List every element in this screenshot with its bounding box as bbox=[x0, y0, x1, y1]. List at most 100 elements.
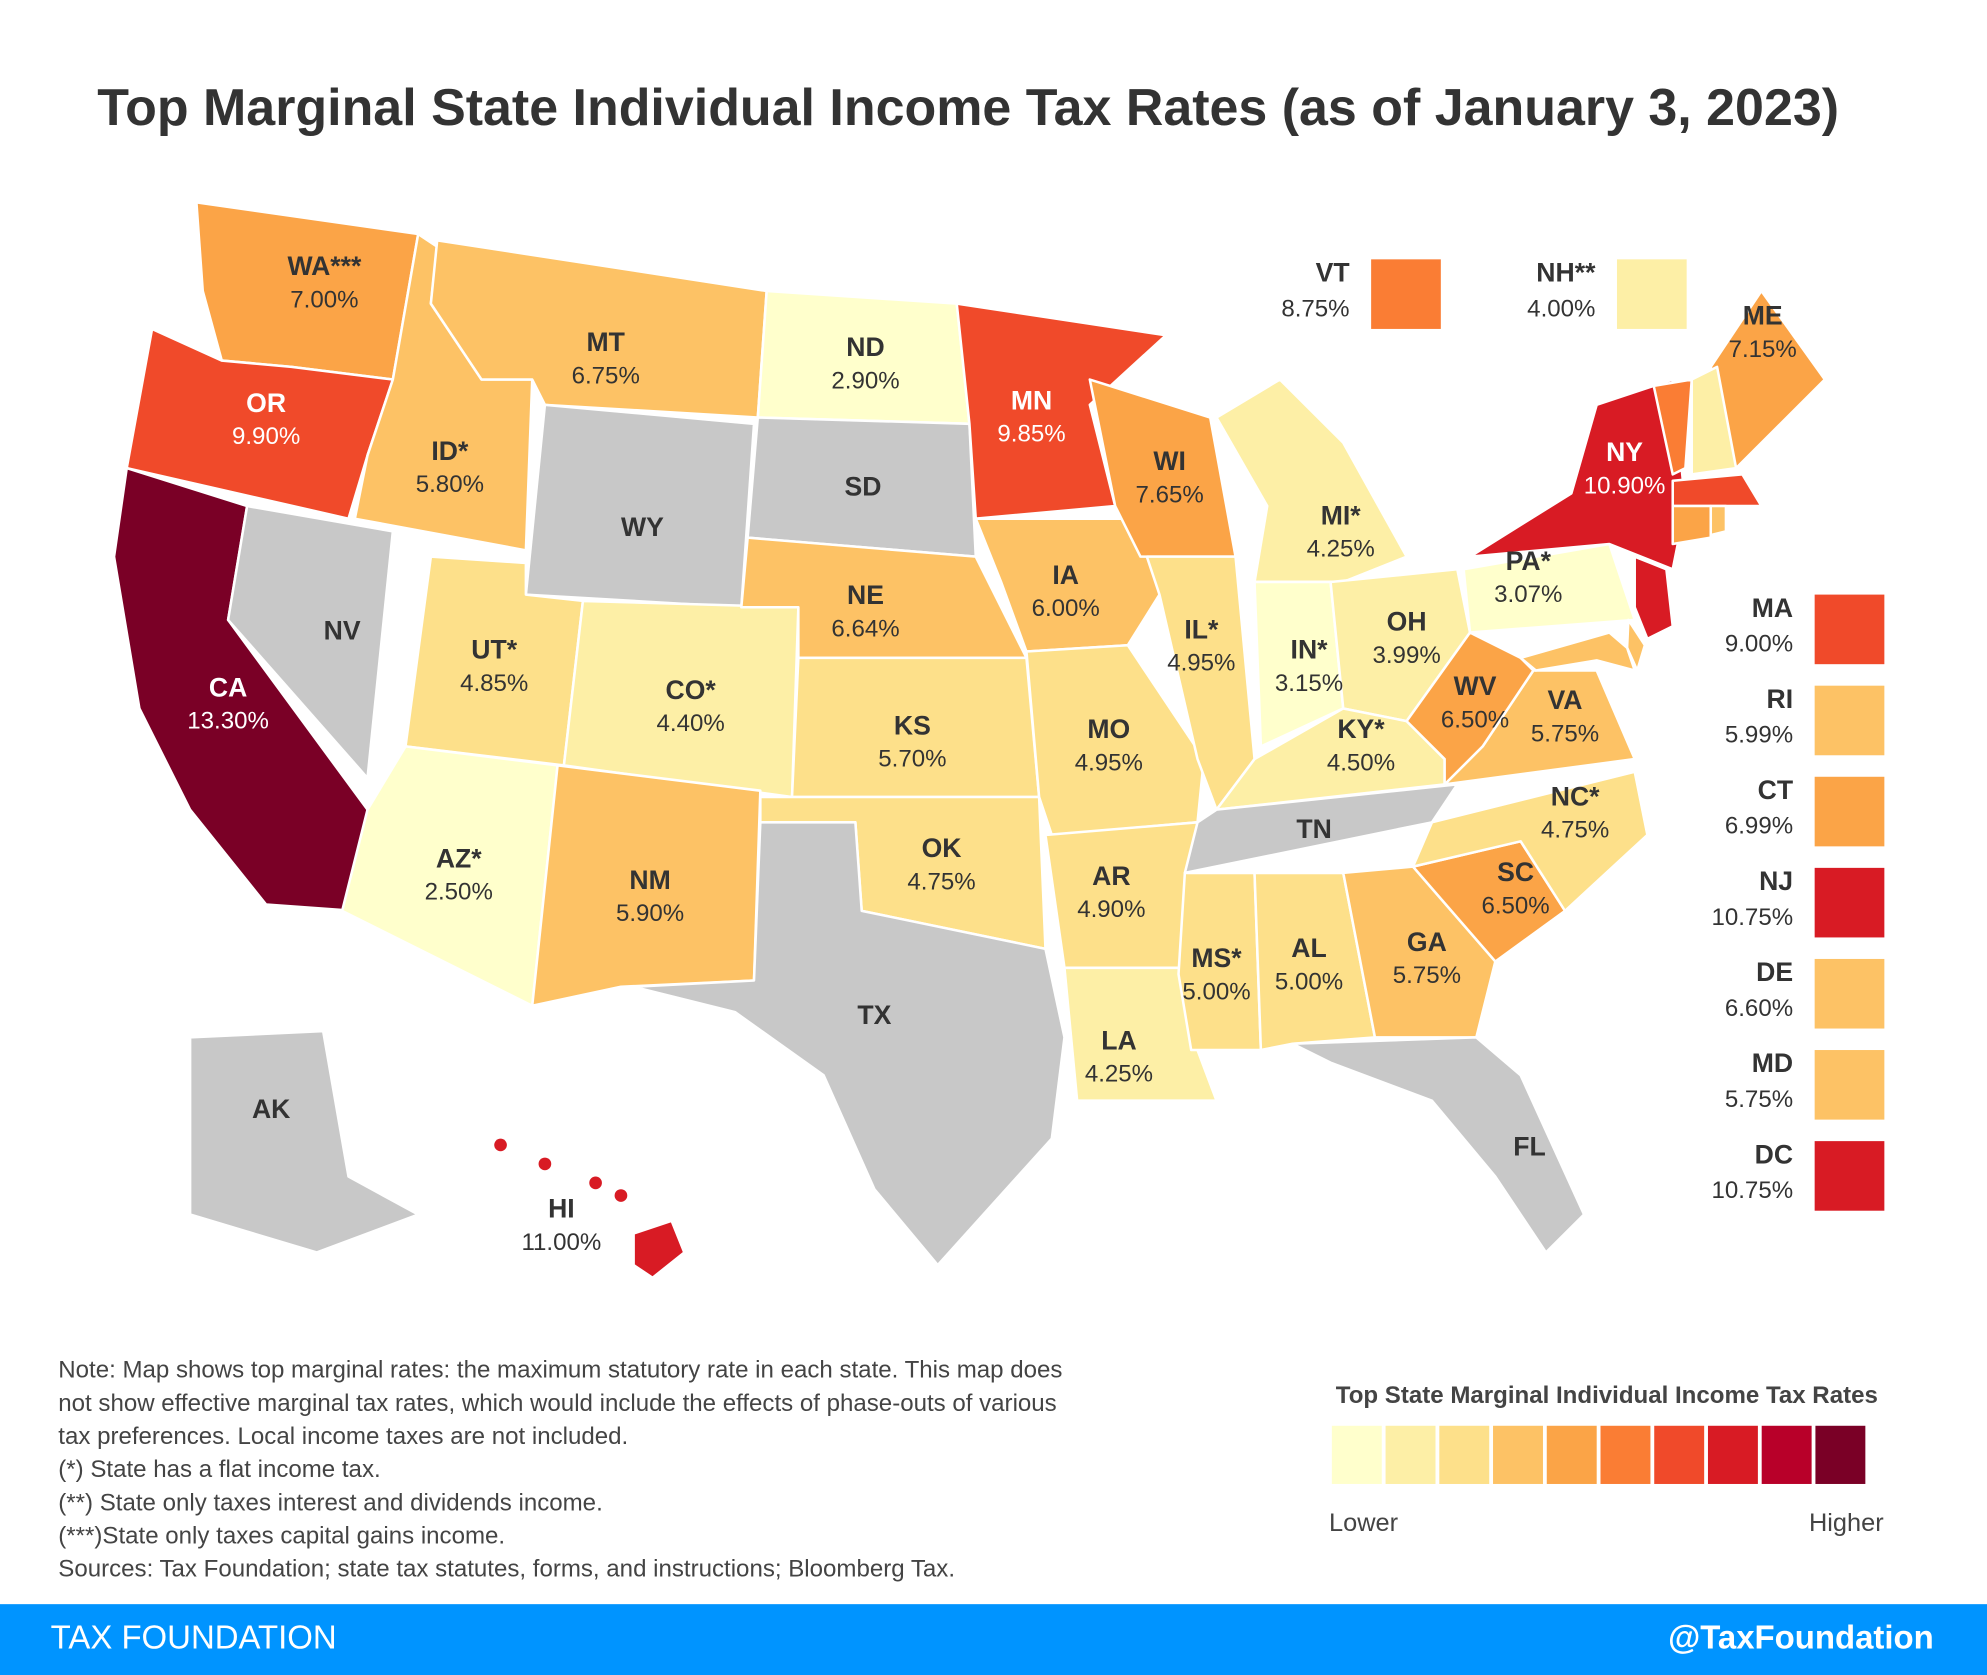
state-rate: 4.95% bbox=[1075, 749, 1143, 776]
state-rate: 5.00% bbox=[1275, 968, 1343, 995]
state-rate: 4.95% bbox=[1167, 650, 1235, 677]
state-label: TN bbox=[1296, 814, 1331, 844]
state-shape bbox=[632, 1219, 686, 1280]
callouts: VT 8.75% NH** 4.00% MA 9.00% RI 5.99% CT 6.99% NJ 1… bbox=[1281, 258, 1885, 1211]
state-label: MN bbox=[1011, 385, 1052, 415]
state-label: KS bbox=[894, 710, 931, 740]
state-shape bbox=[1633, 555, 1674, 641]
state-shape bbox=[1063, 966, 1218, 1102]
callout-label: CT bbox=[1758, 775, 1793, 805]
callout-swatch bbox=[1814, 594, 1885, 665]
state-rate: 5.75% bbox=[1393, 962, 1461, 989]
footer-bar bbox=[0, 1604, 1987, 1675]
state-label: TX bbox=[857, 1000, 891, 1030]
state-shape bbox=[188, 1029, 420, 1254]
map-labels: WA*** 7.00% OR 9.90% CA 13.30% NV ID* 5.80% MT 6.7… bbox=[187, 251, 1797, 1256]
state-rate: 10.90% bbox=[1584, 472, 1666, 499]
state-label: WY bbox=[621, 512, 664, 542]
legend-swatch bbox=[1815, 1425, 1866, 1484]
island bbox=[494, 1138, 507, 1152]
callout-swatch bbox=[1371, 259, 1441, 329]
note-line: (**) State only taxes interest and divid… bbox=[58, 1489, 602, 1516]
callout-rate: 6.99% bbox=[1725, 813, 1793, 840]
callout-label: RI bbox=[1766, 684, 1793, 714]
callout-rate: 9.00% bbox=[1725, 631, 1793, 658]
callout-label: MD bbox=[1752, 1048, 1793, 1078]
footer-handle: @TaxFoundation bbox=[1668, 1618, 1934, 1655]
callout-rate: 10.75% bbox=[1711, 1177, 1793, 1204]
state-label: KY* bbox=[1337, 714, 1385, 744]
state-label: MI* bbox=[1321, 500, 1362, 530]
state-rate: 3.99% bbox=[1372, 642, 1440, 669]
state-label: AL bbox=[1291, 933, 1326, 963]
state-label: VA bbox=[1548, 685, 1583, 715]
state-rate: 2.50% bbox=[425, 879, 493, 906]
legend-swatch bbox=[1654, 1425, 1705, 1484]
state-label: SC bbox=[1497, 857, 1534, 887]
legend-swatch bbox=[1385, 1425, 1436, 1484]
state-label: SD bbox=[845, 471, 882, 501]
state-label: FL bbox=[1513, 1132, 1546, 1162]
callout-rate: 8.75% bbox=[1281, 295, 1349, 322]
state-shape bbox=[1405, 631, 1535, 786]
note-line: (*) State has a flat income tax. bbox=[58, 1456, 380, 1483]
state-label: NM bbox=[629, 865, 670, 895]
callout-label: DC bbox=[1755, 1139, 1793, 1169]
state-label: HI bbox=[548, 1194, 575, 1224]
state-label: MS* bbox=[1191, 943, 1242, 973]
state-label: AK bbox=[252, 1094, 290, 1124]
state-rate: 4.25% bbox=[1307, 536, 1375, 563]
state-label: WA*** bbox=[287, 251, 362, 281]
legend-high: Higher bbox=[1809, 1509, 1884, 1537]
state-label: NE bbox=[847, 580, 884, 610]
state-rate: 2.90% bbox=[831, 367, 899, 394]
title: Top Marginal State Individual Income Tax… bbox=[97, 79, 1839, 137]
state-shape bbox=[1177, 871, 1263, 1052]
state-rate: 4.90% bbox=[1077, 896, 1145, 923]
state-label: CA bbox=[209, 673, 247, 703]
state-rate: 5.90% bbox=[616, 900, 684, 927]
state-rate: 4.75% bbox=[907, 868, 975, 895]
note-line: Sources: Tax Foundation; state tax statu… bbox=[58, 1556, 955, 1583]
state-shape bbox=[1183, 783, 1459, 875]
state-shape bbox=[1671, 473, 1763, 508]
callout-swatch bbox=[1814, 867, 1885, 938]
state-rate: 4.25% bbox=[1085, 1061, 1153, 1088]
state-rate: 6.50% bbox=[1441, 706, 1509, 733]
state-shape bbox=[1652, 378, 1694, 476]
state-rate: 5.80% bbox=[416, 471, 484, 498]
state-shape bbox=[1411, 770, 1649, 913]
callout-label: NJ bbox=[1759, 866, 1793, 896]
state-label: PA* bbox=[1506, 546, 1552, 576]
island bbox=[538, 1157, 552, 1171]
state-label: MT bbox=[587, 327, 625, 357]
state-rate: 7.00% bbox=[290, 286, 358, 313]
state-rate: 4.85% bbox=[460, 670, 528, 697]
legend-swatch bbox=[1600, 1425, 1651, 1484]
state-rate: 4.75% bbox=[1541, 817, 1609, 844]
state-label: LA bbox=[1101, 1025, 1136, 1055]
state-label: IL* bbox=[1184, 614, 1219, 644]
state-label: GA bbox=[1407, 927, 1447, 957]
callout-swatch bbox=[1814, 685, 1885, 756]
state-shape bbox=[1671, 504, 1713, 546]
callout-rate: 10.75% bbox=[1711, 904, 1793, 931]
state-label: ME bbox=[1743, 301, 1783, 331]
state-label: AZ* bbox=[436, 843, 482, 873]
state-rate: 4.40% bbox=[657, 710, 725, 737]
state-label: OR bbox=[246, 388, 286, 418]
state-label: OH bbox=[1387, 607, 1427, 637]
state-shape bbox=[1462, 542, 1636, 634]
callout-rate: 5.99% bbox=[1725, 722, 1793, 749]
state-rate: 5.00% bbox=[1182, 978, 1250, 1005]
note-line: tax preferences. Local income taxes are … bbox=[58, 1423, 628, 1450]
state-label: NY bbox=[1606, 437, 1643, 467]
state-rate: 6.50% bbox=[1481, 892, 1549, 919]
state-rate: 5.70% bbox=[878, 746, 946, 773]
callout-swatch bbox=[1616, 259, 1687, 329]
state-shape bbox=[1291, 1036, 1586, 1254]
state-label: WV bbox=[1454, 671, 1497, 701]
legend: Top State Marginal Individual Income Tax… bbox=[1329, 1382, 1884, 1537]
